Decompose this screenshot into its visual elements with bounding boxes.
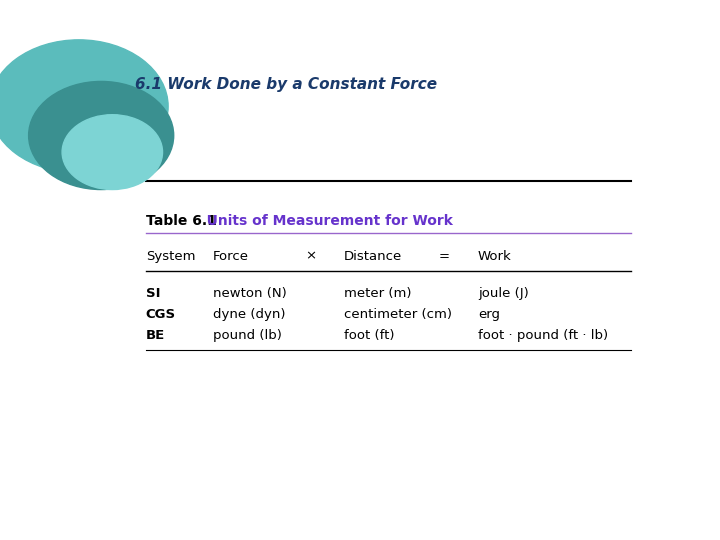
Text: CGS: CGS: [145, 308, 176, 321]
Circle shape: [62, 114, 163, 190]
Text: newton (N): newton (N): [213, 287, 287, 300]
Text: Units of Measurement for Work: Units of Measurement for Work: [192, 214, 452, 228]
Text: foot · pound (ft · lb): foot · pound (ft · lb): [478, 329, 608, 342]
Text: centimeter (cm): centimeter (cm): [344, 308, 452, 321]
Text: meter (m): meter (m): [344, 287, 411, 300]
Text: =: =: [438, 250, 450, 263]
Text: Distance: Distance: [344, 250, 402, 263]
Text: Force: Force: [213, 250, 249, 263]
Text: pound (lb): pound (lb): [213, 329, 282, 342]
Text: 6.1 Work Done by a Constant Force: 6.1 Work Done by a Constant Force: [135, 77, 437, 92]
Text: Work: Work: [478, 250, 511, 263]
Text: foot (ft): foot (ft): [344, 329, 395, 342]
Text: erg: erg: [478, 308, 500, 321]
Text: SI: SI: [145, 287, 161, 300]
Text: dyne (dyn): dyne (dyn): [213, 308, 285, 321]
Text: joule (J): joule (J): [478, 287, 528, 300]
Text: System: System: [145, 250, 195, 263]
Text: BE: BE: [145, 329, 165, 342]
Text: Table 6.1: Table 6.1: [145, 214, 217, 228]
Circle shape: [0, 40, 168, 173]
Text: ×: ×: [305, 250, 316, 263]
Circle shape: [29, 82, 174, 190]
